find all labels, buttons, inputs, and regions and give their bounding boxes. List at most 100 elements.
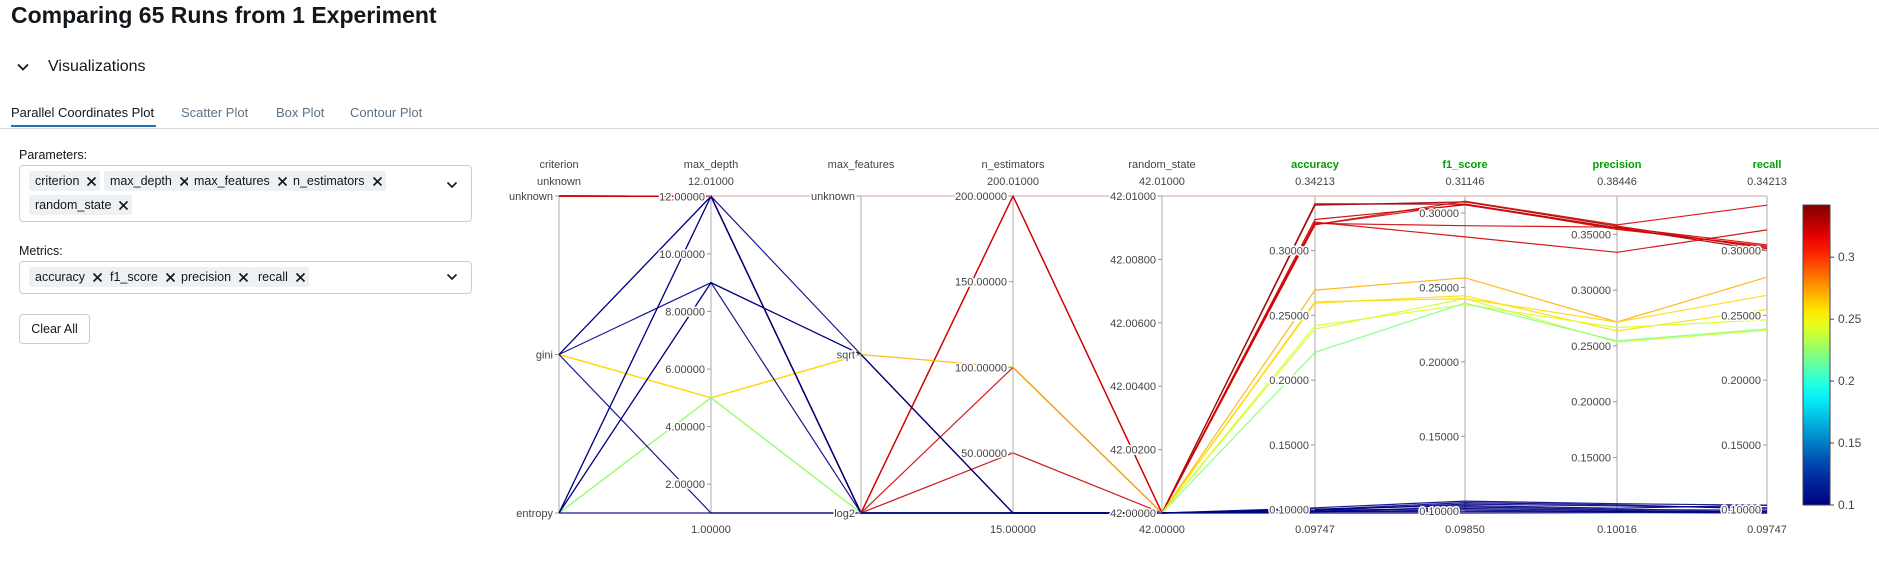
remove-chip-icon[interactable] — [238, 272, 249, 283]
axis-tick-label: 0.20000 — [1419, 357, 1459, 369]
axis-tick-label: unknown — [811, 191, 855, 203]
remove-chip-icon[interactable] — [179, 176, 190, 187]
run-line — [558, 194, 1768, 515]
axis-tick-label: sqrt — [837, 350, 855, 362]
axis-max-label: 0.34213 — [1295, 176, 1335, 188]
axis-min-label: 0.10016 — [1597, 524, 1637, 536]
axis-tick-label: 0.30000 — [1571, 285, 1611, 297]
axis-min-label: 0.09850 — [1445, 524, 1485, 536]
axis-tick-label: 10.00000 — [659, 249, 705, 261]
axis-title: accuracy — [1291, 159, 1340, 171]
axis-tick-label: 200.00000 — [955, 191, 1007, 203]
axis-tick-label: 0.25000 — [1269, 310, 1309, 322]
axis-max-label: 42.01000 — [1139, 176, 1185, 188]
metric-chip: precision — [175, 267, 253, 287]
colorbar-tick-label: 0.3 — [1838, 250, 1855, 264]
param-chip: n_estimators — [287, 171, 386, 191]
metric-chip: f1_score — [104, 267, 179, 287]
axis-max-label: 0.31146 — [1446, 176, 1485, 188]
run-line — [558, 195, 1768, 514]
run-line — [558, 195, 1768, 515]
axis-tick-label: 0.30000 — [1419, 208, 1459, 220]
axis-title: n_estimators — [982, 159, 1045, 171]
param-chip: max_depth — [104, 171, 193, 191]
axis-tick-label: 0.30000 — [1269, 246, 1309, 258]
axis-tick-label: 0.10000 — [1721, 505, 1761, 517]
colorbar-tick-label: 0.1 — [1838, 498, 1855, 512]
remove-chip-icon[interactable] — [118, 200, 129, 211]
metric-chip: recall — [252, 267, 309, 287]
axis-tick-label: 0.25000 — [1721, 310, 1761, 322]
param-chip: random_state — [29, 195, 133, 215]
colorbar — [1802, 204, 1831, 506]
axis-max-label: 0.34213 — [1747, 176, 1787, 188]
remove-chip-icon[interactable] — [372, 176, 383, 187]
axis-tick-label: 0.30000 — [1721, 246, 1761, 258]
axis-tick-label: 42.00000 — [1110, 508, 1156, 520]
run-line — [558, 195, 1768, 514]
axis-title: criterion — [539, 159, 578, 171]
page-title: Comparing 65 Runs from 1 Experiment — [11, 2, 437, 28]
colorbar-tick-label: 0.25 — [1838, 312, 1862, 326]
axis-tick-label: 0.20000 — [1269, 375, 1309, 387]
metric-chip: accuracy — [29, 267, 107, 287]
axis-min-label: 1.00000 — [691, 524, 731, 536]
axis-tick-label: 0.25000 — [1571, 341, 1611, 353]
axis-min-label: 0.09747 — [1295, 524, 1335, 536]
axis-max-label: 12.01000 — [688, 176, 734, 188]
axis-tick-label: 8.00000 — [665, 306, 705, 318]
axis-tick-label: 0.20000 — [1571, 397, 1611, 409]
axis-min-label: 42.00000 — [1139, 524, 1185, 536]
axis-tick-label: 2.00000 — [665, 479, 705, 491]
tab-parallel-coordinates[interactable]: Parallel Coordinates Plot — [11, 105, 155, 120]
axis-tick-label: 42.00800 — [1110, 254, 1156, 266]
param-chip: criterion — [29, 171, 101, 191]
visualizations-toggle[interactable]: Visualizations — [14, 58, 146, 76]
metrics-label: Metrics: — [19, 244, 63, 258]
axis-title: precision — [1593, 159, 1642, 171]
axis-title: max_depth — [684, 159, 738, 171]
tab-box-plot[interactable]: Box Plot — [276, 105, 325, 120]
remove-chip-icon[interactable] — [92, 272, 103, 283]
axis-tick-label: 0.15000 — [1571, 452, 1611, 464]
remove-chip-icon[interactable] — [295, 272, 306, 283]
axis-tick-label: 0.35000 — [1571, 229, 1611, 241]
axis-tick-label: 42.00200 — [1110, 445, 1156, 457]
axis-tick-label: entropy — [516, 508, 553, 520]
axis-tick-label: 12.00000 — [659, 191, 705, 203]
parameters-select[interactable]: criterion max_depth max_features n_estim… — [19, 165, 472, 222]
axis-tick-label: gini — [536, 350, 553, 362]
remove-chip-icon[interactable] — [86, 176, 97, 187]
chevron-down-icon[interactable] — [445, 178, 459, 192]
chart-tabs: Parallel Coordinates Plot Scatter Plot B… — [0, 100, 1879, 129]
axis-tick-label: 42.01000 — [1110, 191, 1156, 203]
axis-title: f1_score — [1442, 159, 1487, 171]
remove-chip-icon[interactable] — [277, 176, 288, 187]
axis-tick-label: 6.00000 — [665, 364, 705, 376]
colorbar-tick-label: 0.2 — [1838, 374, 1855, 388]
axis-tick-label: 0.15000 — [1269, 440, 1309, 452]
chevron-down-icon[interactable] — [445, 270, 459, 284]
run-line — [558, 303, 1768, 514]
axis-tick-label: 100.00000 — [955, 362, 1007, 374]
clear-all-button[interactable]: Clear All — [19, 314, 90, 344]
tab-contour-plot[interactable]: Contour Plot — [350, 105, 423, 120]
axis-tick-label: 150.00000 — [955, 277, 1007, 289]
axis-max-label: unknown — [537, 176, 581, 188]
colorbar-tick-label: 0.15 — [1838, 436, 1862, 450]
axis-title: random_state — [1128, 159, 1195, 171]
axis-tick-label: 50.00000 — [961, 448, 1007, 460]
axis-title: max_features — [828, 159, 895, 171]
axis-tick-label: 0.20000 — [1721, 375, 1761, 387]
active-tab-indicator — [11, 125, 156, 127]
tab-scatter-plot[interactable]: Scatter Plot — [181, 105, 249, 120]
remove-chip-icon[interactable] — [165, 272, 176, 283]
param-chip: max_features — [188, 171, 291, 191]
metrics-select[interactable]: accuracy f1_score precision recall — [19, 261, 472, 294]
axis-tick-label: 0.10000 — [1269, 505, 1309, 517]
axis-tick-label: 42.00600 — [1110, 318, 1156, 330]
axis-max-label: 0.38446 — [1597, 176, 1637, 188]
axis-tick-label: log2 — [834, 508, 855, 520]
axis-title: recall — [1753, 159, 1782, 171]
